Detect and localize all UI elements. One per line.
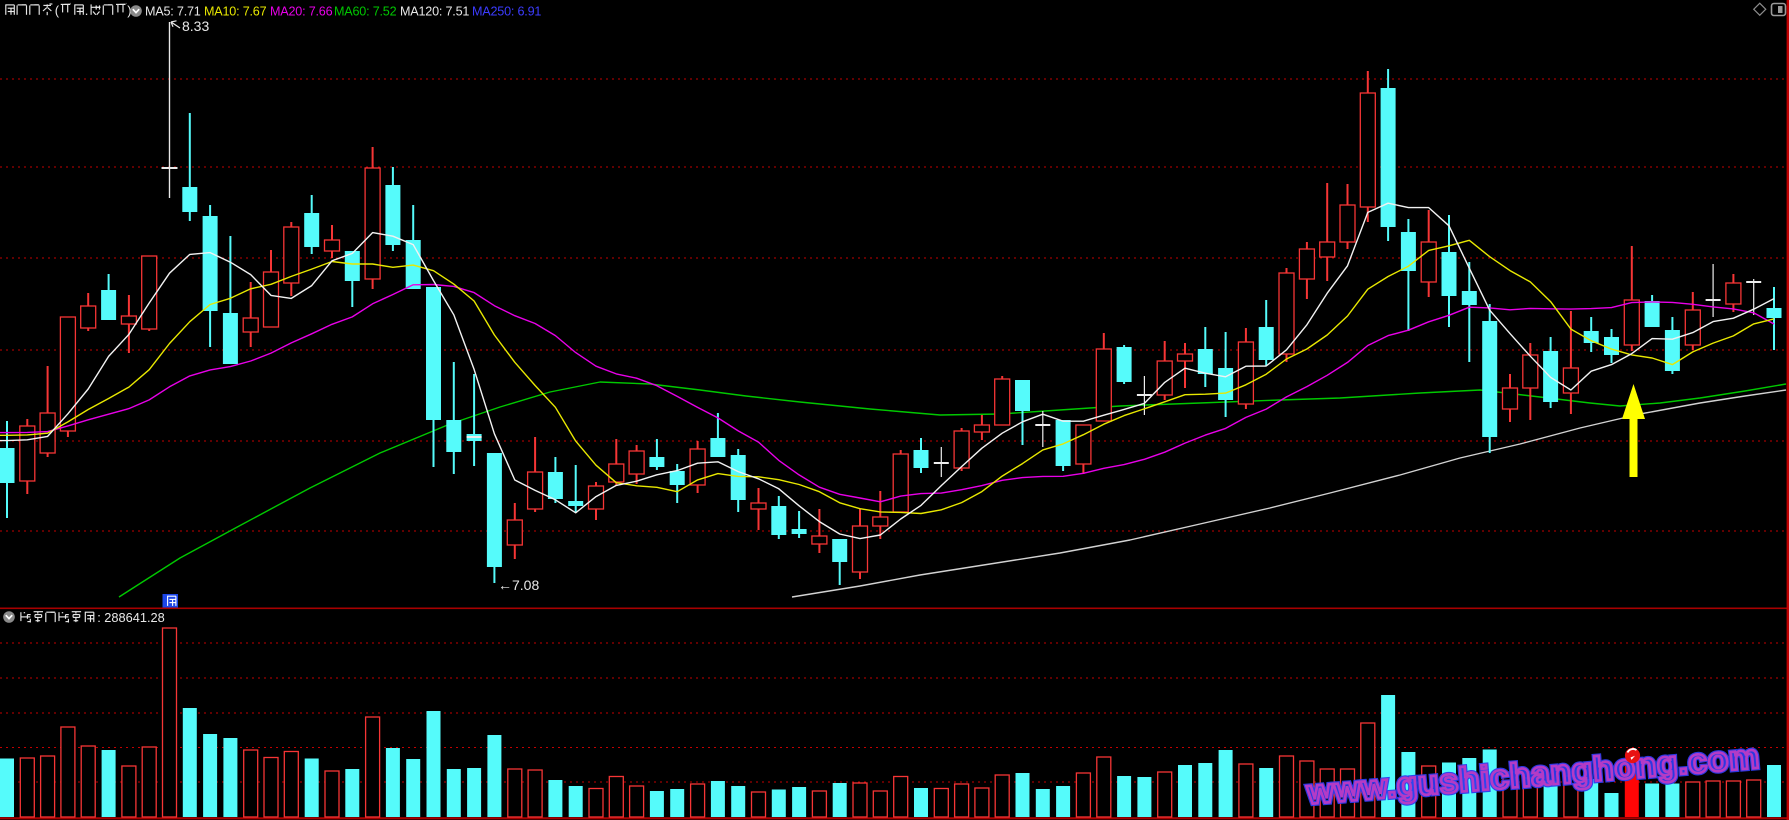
svg-text:(: ( (55, 3, 60, 18)
svg-text:8.33: 8.33 (182, 18, 209, 34)
svg-text:.: . (85, 3, 89, 18)
svg-text:MA5: 7.71: MA5: 7.71 (145, 5, 201, 19)
svg-text:MA20: 7.66: MA20: 7.66 (270, 5, 333, 19)
svg-text:MA10: 7.67: MA10: 7.67 (204, 5, 267, 19)
svg-text:MA120: 7.51: MA120: 7.51 (400, 5, 469, 19)
svg-text:MA250: 6.91: MA250: 6.91 (472, 5, 541, 19)
svg-text:): ) (127, 3, 131, 18)
svg-text:←7.08: ←7.08 (498, 577, 539, 593)
svg-text:MA60: 7.52: MA60: 7.52 (334, 5, 397, 19)
svg-text:: 288641.28: : 288641.28 (97, 610, 165, 625)
